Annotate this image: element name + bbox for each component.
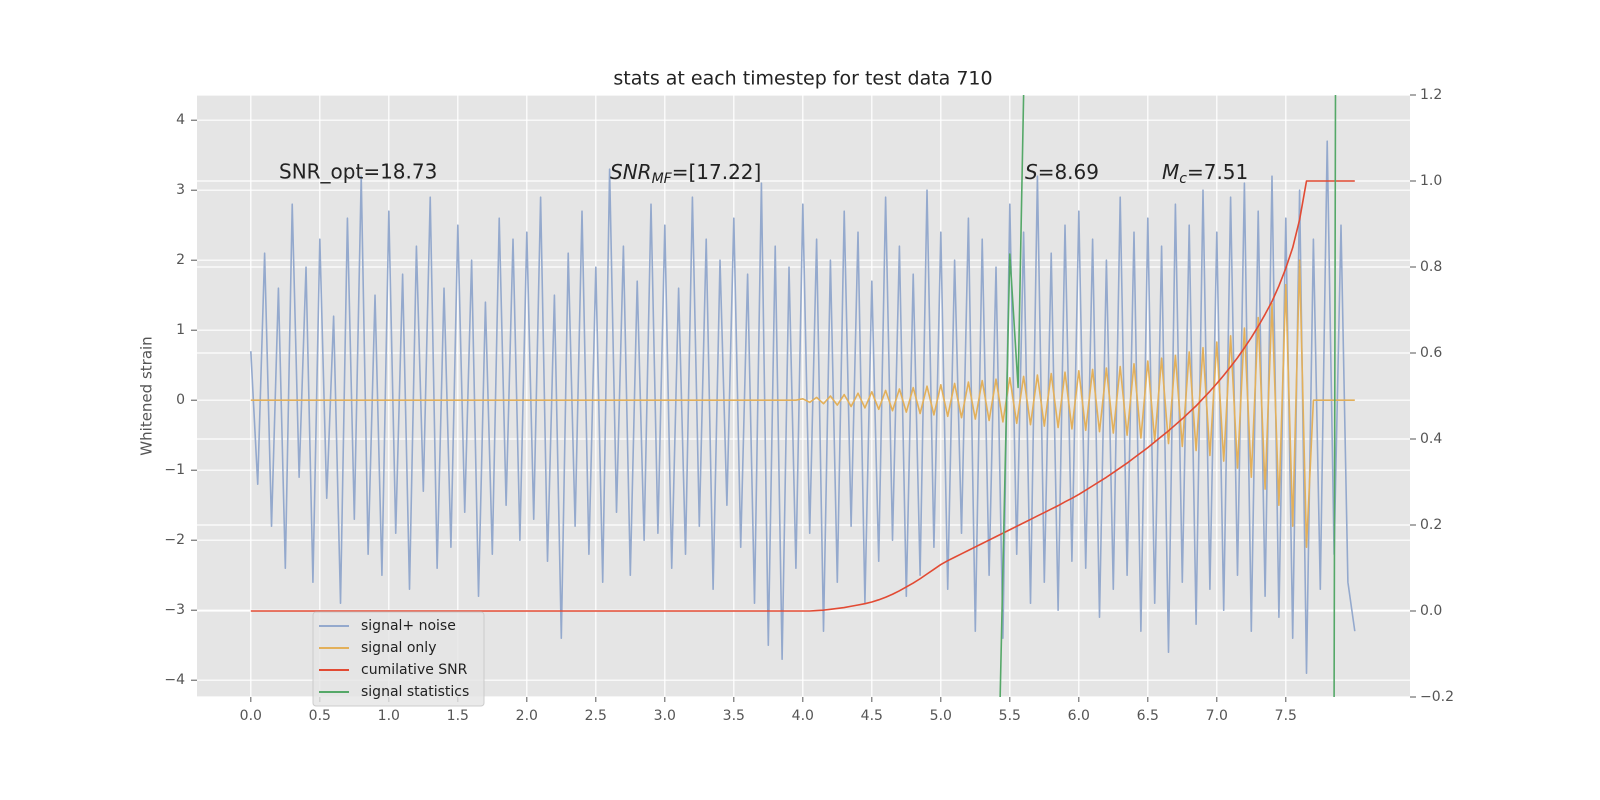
annotation-rest: =[17.22] — [672, 160, 762, 184]
y-tick-label: −2 — [164, 532, 185, 548]
x-tick-label: 5.5 — [999, 708, 1021, 724]
y-tick-label: 3 — [176, 182, 185, 198]
legend-label: signal statistics — [361, 684, 469, 700]
x-tick-label: 1.0 — [378, 708, 400, 724]
series-line — [250, 259, 1355, 548]
x-tick-label: 6.5 — [1137, 708, 1159, 724]
y2-tick-label: 0.0 — [1420, 603, 1442, 619]
x-tick-label: 7.5 — [1275, 708, 1297, 724]
annotation: Mc=7.51 — [1162, 160, 1248, 188]
x-tick-label: 0.5 — [309, 708, 331, 724]
y2-tick-label: 0.6 — [1420, 345, 1442, 361]
y-tick-label: 4 — [176, 112, 185, 128]
annotation-rest: =7.51 — [1187, 160, 1248, 184]
series-line — [999, 95, 1337, 697]
annotation-main: SNR — [610, 160, 652, 184]
legend-box — [312, 611, 485, 707]
y2-tick-label: 1.0 — [1420, 173, 1442, 189]
annotation-rest: =8.69 — [1038, 160, 1099, 184]
y2-tick-label: 0.4 — [1420, 431, 1442, 447]
y-tick-label: 0 — [176, 392, 185, 408]
x-tick-label: 4.5 — [861, 708, 883, 724]
y-tick-label: −3 — [164, 602, 185, 618]
x-tick-label: 3.5 — [723, 708, 745, 724]
y2-tick-label: 0.8 — [1420, 259, 1442, 275]
legend-label: signal only — [361, 640, 436, 656]
annotation-main: M — [1162, 160, 1179, 184]
y2-tick-label: −0.2 — [1420, 689, 1454, 705]
x-tick-label: 3.0 — [654, 708, 676, 724]
annotation: S=8.69 — [1025, 160, 1099, 184]
annotation: SNRMF=[17.22] — [610, 160, 761, 188]
annotation-main: S — [1025, 160, 1038, 184]
legend-label: signal+ noise — [361, 618, 456, 634]
legend-label: cumilative SNR — [361, 662, 468, 678]
y-tick-label: 1 — [176, 322, 185, 338]
annotation-sub: MF — [652, 171, 673, 187]
y-tick-label: −4 — [164, 672, 185, 688]
y2-tick-label: 1.2 — [1420, 87, 1442, 103]
chart-title: stats at each timestep for test data 710 — [613, 68, 992, 90]
annotation: SNR_opt=18.73 — [279, 160, 437, 184]
x-tick-label: 2.0 — [516, 708, 538, 724]
x-tick-label: 4.0 — [792, 708, 814, 724]
y-tick-label: −1 — [164, 462, 185, 478]
y-axis-label: Whitened strain — [138, 336, 156, 455]
x-tick-label: 6.0 — [1068, 708, 1090, 724]
series-line — [250, 180, 1355, 612]
y2-tick-label: 0.2 — [1420, 517, 1442, 533]
x-tick-label: 5.0 — [930, 708, 952, 724]
x-tick-label: 2.5 — [585, 708, 607, 724]
series-line — [250, 140, 1356, 674]
x-tick-label: 7.0 — [1206, 708, 1228, 724]
x-tick-label: 1.5 — [447, 708, 469, 724]
y-tick-label: 2 — [176, 252, 185, 268]
annotation-sub: c — [1179, 171, 1187, 187]
x-tick-label: 0.0 — [240, 708, 262, 724]
